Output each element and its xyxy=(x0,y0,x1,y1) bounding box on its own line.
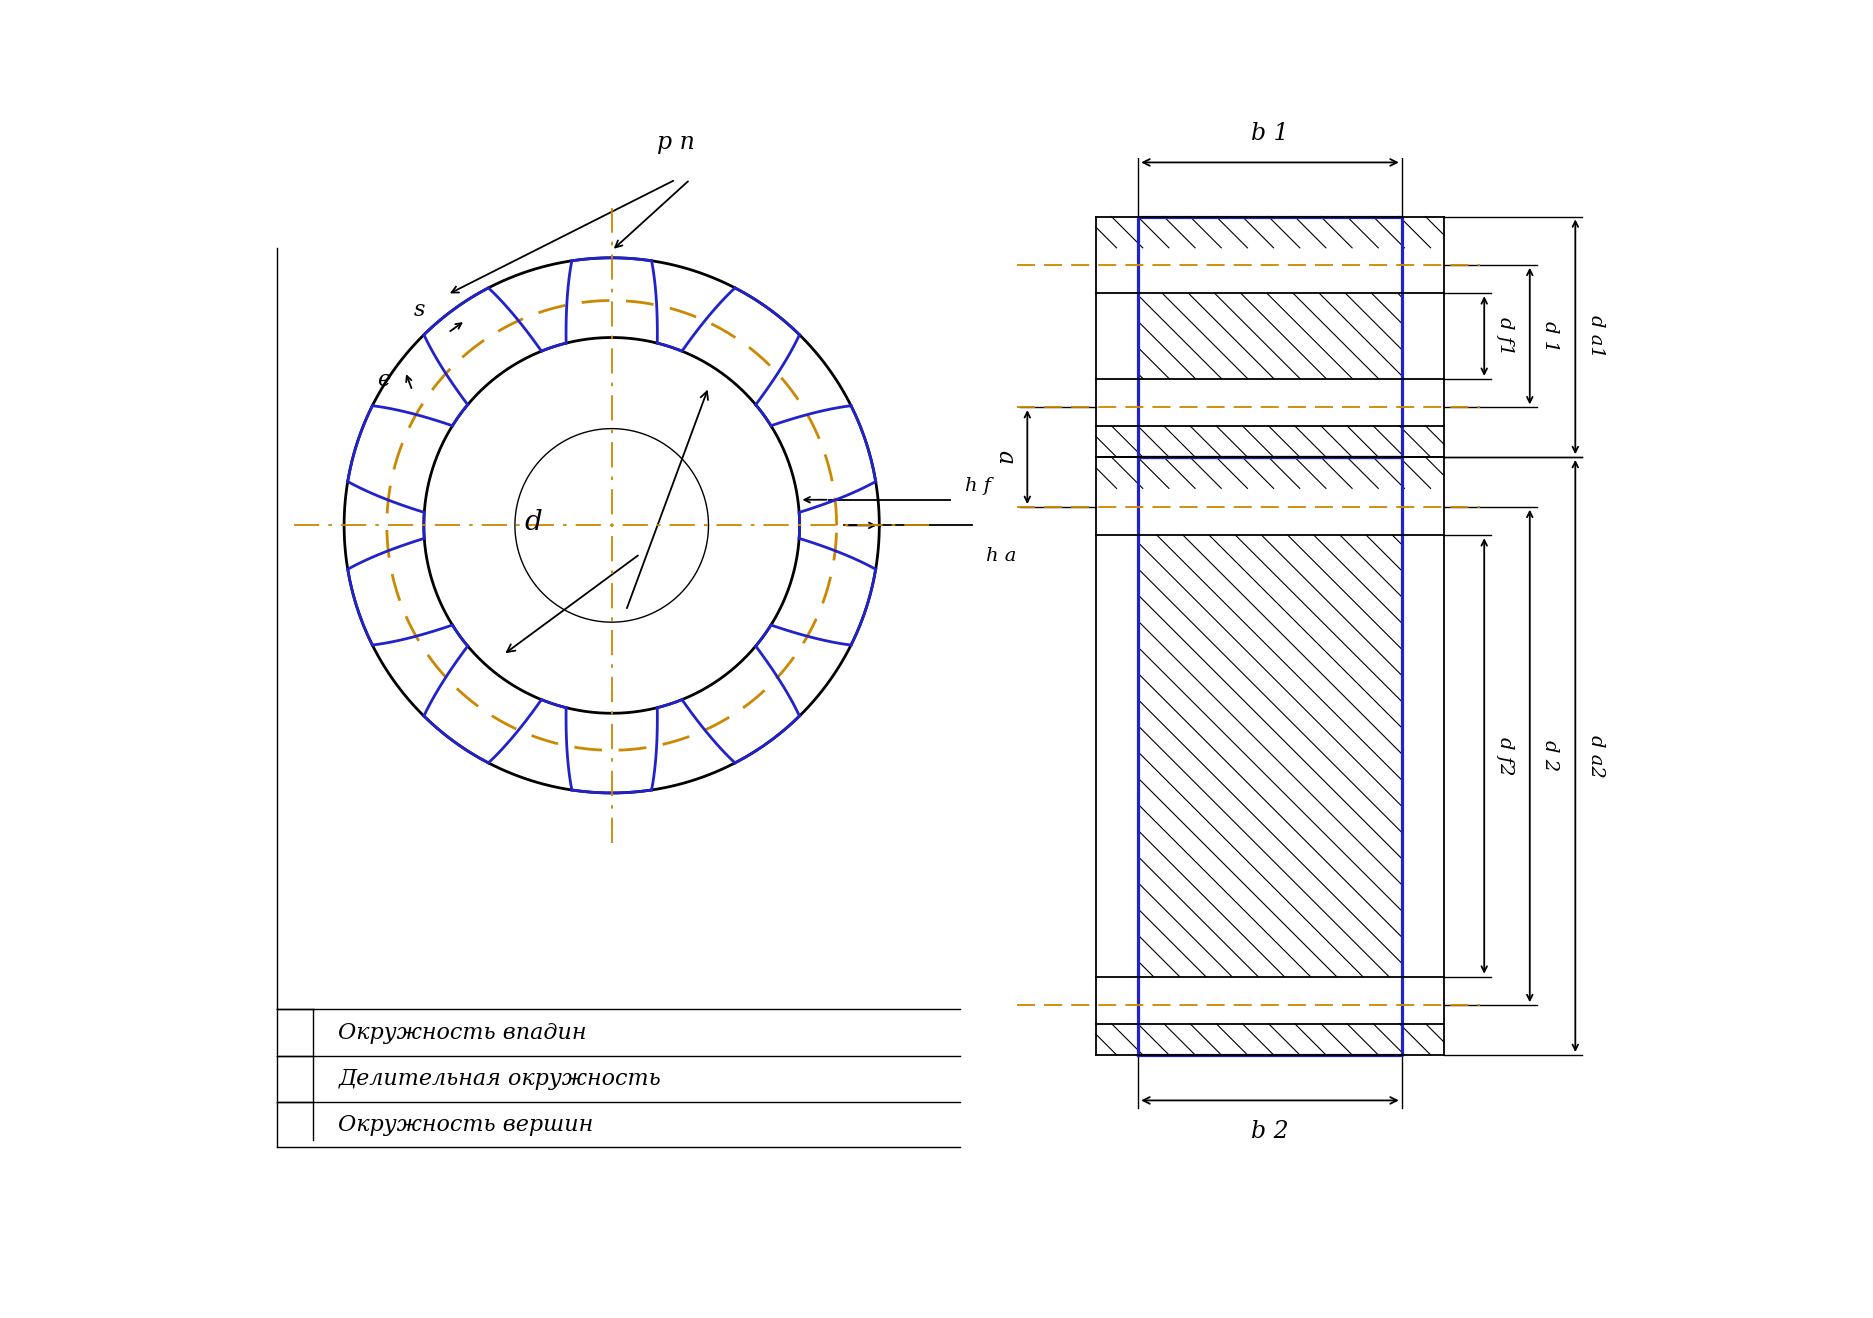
FancyBboxPatch shape xyxy=(1137,294,1401,378)
Text: a: a xyxy=(993,449,1015,464)
Text: Окружность впадин: Окружность впадин xyxy=(339,1021,586,1044)
Text: d: d xyxy=(524,509,541,536)
Text: d a1: d a1 xyxy=(1586,315,1603,358)
FancyBboxPatch shape xyxy=(1096,1024,1444,1054)
Text: p n: p n xyxy=(656,130,695,154)
Text: b 1: b 1 xyxy=(1251,123,1289,145)
Text: s: s xyxy=(414,299,425,322)
FancyBboxPatch shape xyxy=(1096,457,1444,489)
Text: d f1: d f1 xyxy=(1495,316,1513,356)
Text: e: e xyxy=(376,369,390,390)
Text: d a2: d a2 xyxy=(1586,734,1603,778)
FancyBboxPatch shape xyxy=(1137,535,1401,977)
Text: h f: h f xyxy=(965,477,991,496)
Text: b 2: b 2 xyxy=(1251,1120,1289,1143)
FancyBboxPatch shape xyxy=(1096,216,1444,248)
Text: d f2: d f2 xyxy=(1495,737,1513,775)
FancyBboxPatch shape xyxy=(1096,426,1444,457)
Text: Окружность вершин: Окружность вершин xyxy=(339,1114,594,1136)
Text: d 2: d 2 xyxy=(1540,741,1558,771)
Text: Делительная окружность: Делительная окружность xyxy=(339,1068,661,1090)
Text: h a: h a xyxy=(985,547,1015,564)
Text: d 1: d 1 xyxy=(1540,320,1558,352)
